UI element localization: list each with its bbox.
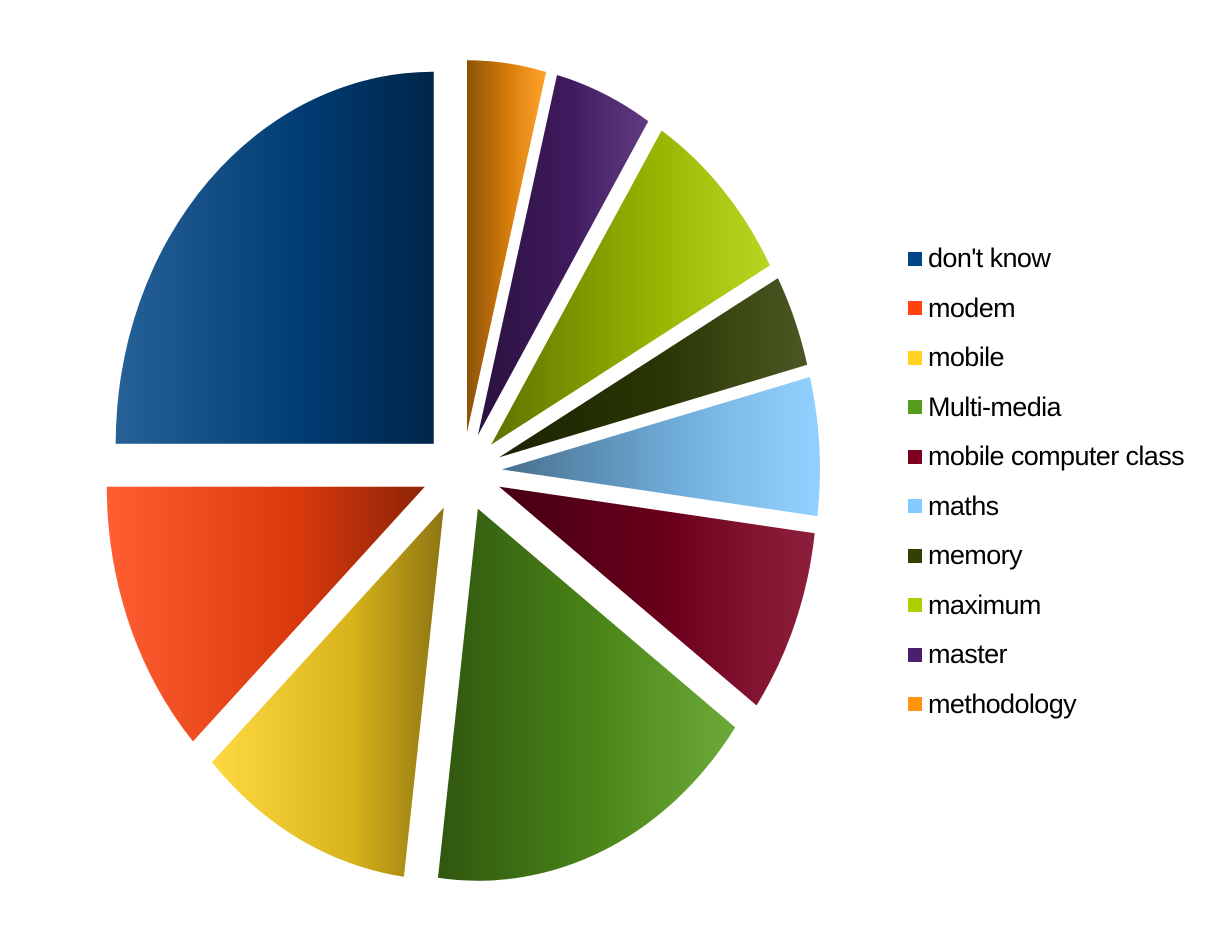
- legend-swatch: [908, 647, 922, 662]
- slice-don-t-know: [115, 71, 434, 444]
- legend-item-master: master: [908, 630, 1184, 680]
- slice-master: [477, 75, 649, 436]
- legend-label: maths: [928, 490, 999, 521]
- legend-item-multi-media: Multi-media: [908, 383, 1184, 433]
- slice-maths: [501, 377, 820, 517]
- legend-label: Multi-media: [928, 391, 1062, 422]
- legend: don't know modem mobile Multi-media mobile c…: [908, 234, 1185, 730]
- legend-label: master: [928, 639, 1008, 670]
- legend-swatch: [908, 301, 922, 316]
- legend-swatch: [908, 499, 922, 514]
- legend-label: modem: [928, 292, 1016, 323]
- legend-label: methodology: [928, 688, 1077, 719]
- legend-label: maximum: [928, 589, 1041, 620]
- slice-methodology: [467, 60, 547, 433]
- slice-mobile-computer-class: [499, 486, 815, 706]
- legend-swatch: [908, 251, 922, 266]
- legend-swatch: [908, 697, 922, 712]
- legend-label: memory: [928, 540, 1023, 571]
- legend-item-maximum: maximum: [908, 581, 1184, 631]
- slice-modem: [106, 486, 425, 742]
- legend-swatch: [908, 449, 922, 464]
- legend-item-mobile: mobile: [908, 333, 1184, 383]
- slice-memory: [499, 278, 808, 458]
- legend-item-memory: memory: [908, 531, 1184, 581]
- legend-item-modem: modem: [908, 284, 1184, 334]
- legend-label: mobile: [928, 342, 1005, 373]
- slice-maximum: [491, 130, 770, 445]
- legend-item-mobile-computer-class: mobile computer class: [908, 432, 1185, 482]
- legend-label: mobile computer class: [928, 441, 1185, 472]
- legend-label: don't know: [928, 243, 1051, 274]
- legend-item-maths: maths: [908, 482, 1184, 532]
- slice-multi-media: [438, 508, 736, 881]
- legend-item-don-t-know: don't know: [908, 234, 1184, 284]
- legend-swatch: [908, 598, 922, 613]
- legend-swatch: [908, 400, 922, 415]
- slice-mobile: [212, 507, 444, 877]
- legend-swatch: [908, 548, 922, 563]
- legend-item-methodology: methodology: [908, 680, 1184, 730]
- legend-swatch: [908, 350, 922, 365]
